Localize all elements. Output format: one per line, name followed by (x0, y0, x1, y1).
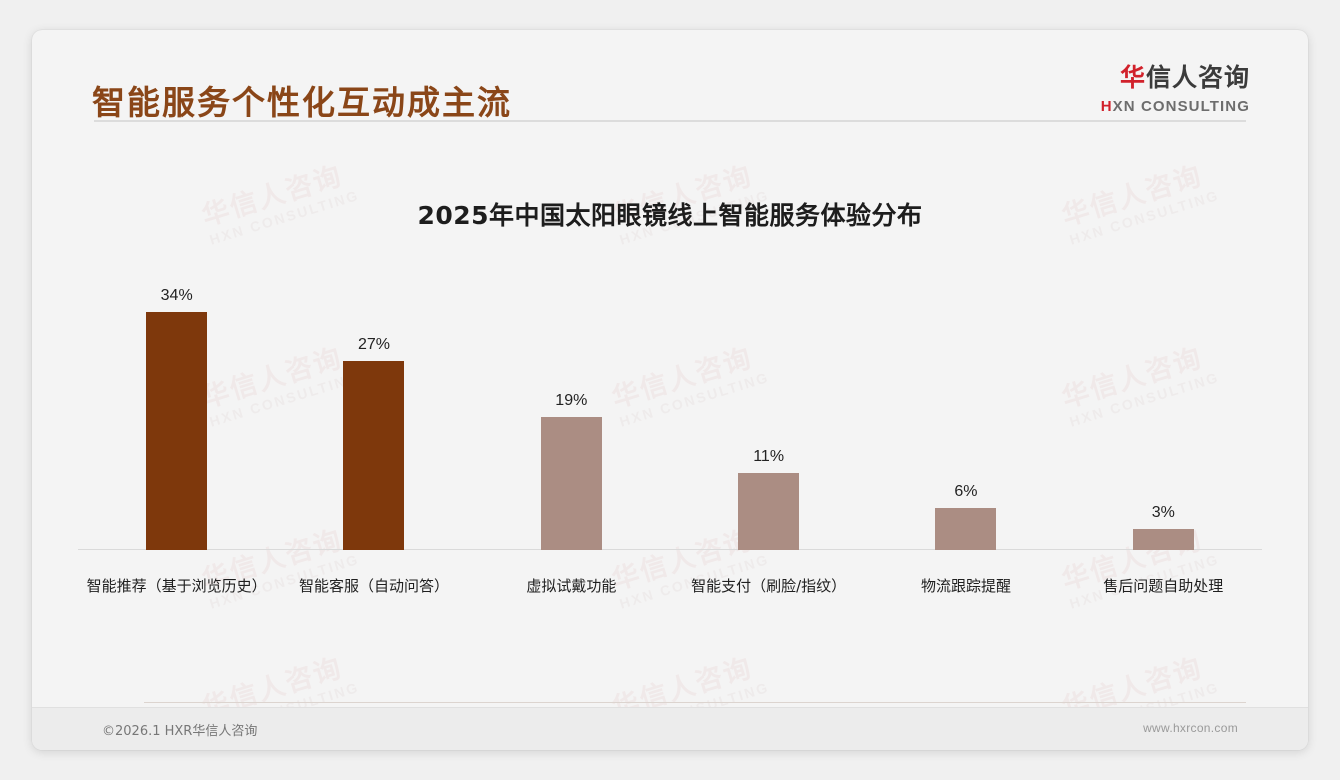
copyright-text: ©2026.1 HXR华信人咨询 (102, 724, 258, 739)
bar-column[interactable]: 19% (473, 270, 670, 550)
bar-column[interactable]: 27% (275, 270, 472, 550)
bar-value-label: 6% (954, 483, 978, 500)
footnote-divider (144, 702, 1246, 703)
x-axis-line (78, 549, 1262, 550)
x-axis-tick-label: 售后问题自助处理 (1103, 577, 1224, 595)
bar-value-label: 3% (1151, 504, 1175, 521)
x-axis-tick-label: 物流跟踪提醒 (920, 577, 1011, 595)
bar-rect[interactable] (1132, 529, 1194, 550)
x-axis-tick-label: 智能支付（刷脸/指纹） (691, 577, 847, 595)
slide-header: 智能服务个性化互动成主流 华信人咨询 HXN CONSULTING (32, 30, 1308, 122)
slide-card: 华信人咨询 HXN CONSULTING 华信人咨询 HXN CONSULTING 华信… (32, 30, 1308, 750)
bar-column[interactable]: 3% (1065, 270, 1262, 550)
header-divider (94, 120, 1246, 122)
page-title: 智能服务个性化互动成主流 (92, 83, 512, 122)
bar-chart: 34% 27% 19% 11% 6% 3% 智能推荐（基于浏览历史） 智能客服（自动问答） 虚… (78, 270, 1262, 630)
website-url[interactable]: www.hxrcon.com (1143, 721, 1238, 735)
bar-rect[interactable] (738, 473, 800, 550)
logo-cn-rest: 信人咨询 (1145, 63, 1250, 92)
logo-english-name: HXN CONSULTING (1101, 98, 1250, 115)
bar-rect[interactable] (146, 312, 208, 550)
bar-rect[interactable] (935, 508, 997, 550)
x-axis-tick-label: 智能推荐（基于浏览历史） (86, 577, 267, 595)
chart-title: 2025年中国太阳眼镜线上智能服务体验分布 (417, 201, 923, 230)
x-axis-category-labels: 智能推荐（基于浏览历史） 智能客服（自动问答） 虚拟试戴功能 智能支付（刷脸/指纹） 物… (78, 575, 1262, 596)
logo-en-rest: XN CONSULTING (1112, 98, 1250, 115)
bar-column[interactable]: 6% (867, 270, 1064, 550)
logo-en-accent-char: H (1100, 98, 1113, 115)
bar-rect[interactable] (540, 417, 602, 550)
company-logo: 华信人咨询 HXN CONSULTING (1101, 58, 1250, 115)
bar-value-label: 27% (357, 336, 390, 353)
bar-value-label: 19% (555, 392, 588, 409)
bar-column[interactable]: 11% (670, 270, 867, 550)
bar-column[interactable]: 34% (78, 270, 275, 550)
bar-series: 34% 27% 19% 11% 6% 3% (78, 270, 1262, 550)
x-axis-tick-label: 智能客服（自动问答） (298, 577, 449, 595)
bar-value-label: 34% (160, 287, 193, 304)
logo-cn-accent-char: 华 (1119, 63, 1146, 92)
slide-footer: ©2026.1 HXR华信人咨询 www.hxrcon.com (32, 707, 1308, 750)
bar-rect[interactable] (343, 361, 405, 550)
logo-chinese-name: 华信人咨询 (1101, 58, 1250, 94)
bar-value-label: 11% (753, 448, 785, 465)
x-axis-tick-label: 虚拟试戴功能 (526, 577, 617, 595)
